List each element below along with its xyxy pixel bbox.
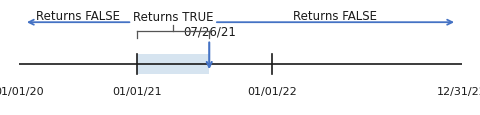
Text: 01/01/22: 01/01/22 [246, 86, 296, 96]
Text: Returns FALSE: Returns FALSE [293, 10, 377, 22]
Bar [137, 54, 209, 75]
Text: 07/26/21: 07/26/21 [182, 25, 235, 38]
Text: 12/31/22: 12/31/22 [436, 86, 480, 96]
Text: Returns TRUE: Returns TRUE [132, 11, 213, 24]
Text: Returns FALSE: Returns FALSE [36, 10, 120, 22]
Text: 01/01/21: 01/01/21 [112, 86, 162, 96]
Text: 01/01/20: 01/01/20 [0, 86, 44, 96]
